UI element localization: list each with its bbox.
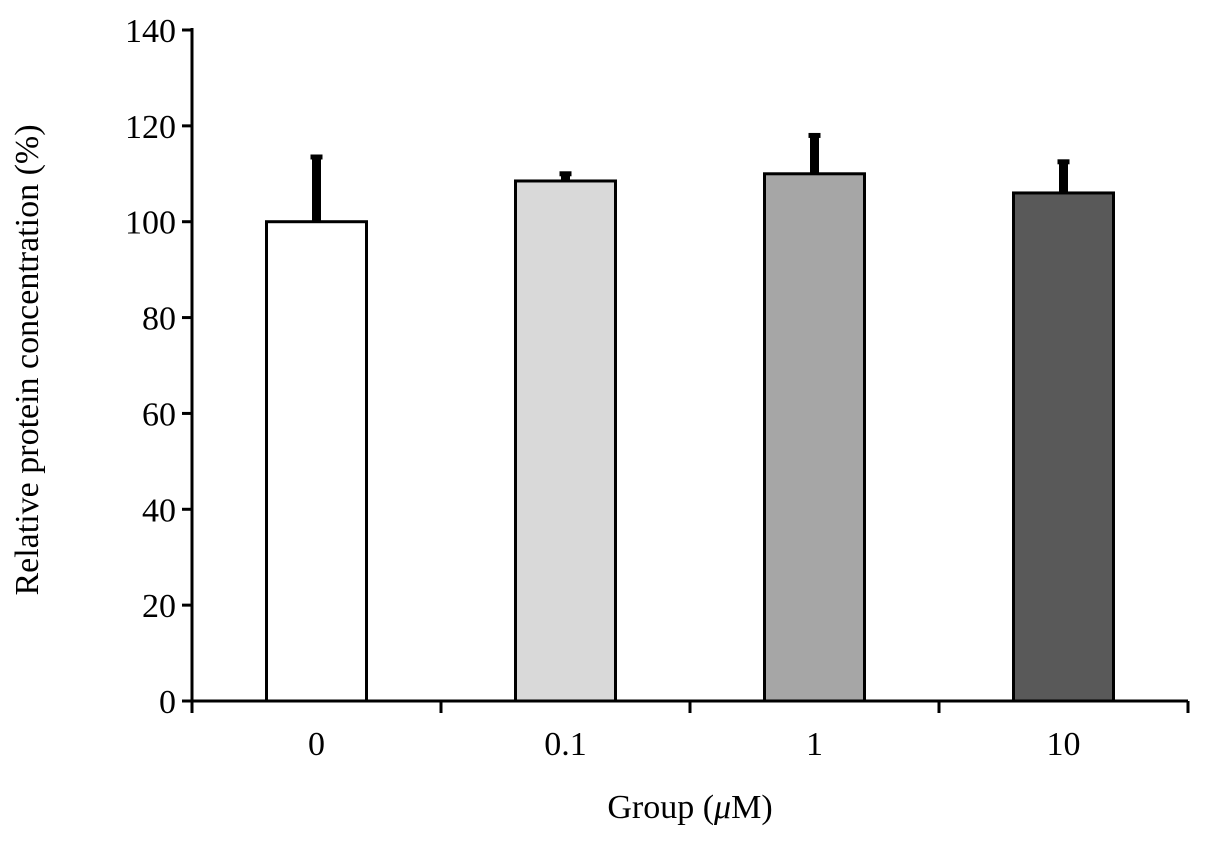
bar [1012, 191, 1115, 703]
y-tick-label: 40 [142, 492, 176, 529]
bar [265, 220, 368, 703]
x-tick-label: 10 [1047, 726, 1081, 763]
y-tick-label: 0 [159, 684, 176, 721]
y-tick-label: 60 [142, 396, 176, 433]
x-tick-label: 0 [308, 726, 325, 763]
x-axis-ticks: 0 0.1 1 10 [190, 701, 1190, 763]
y-tick-label: 140 [125, 13, 176, 50]
bars [265, 172, 1115, 703]
axes [182, 28, 1188, 713]
y-axis-title: Relative protein concentration (%) [9, 124, 46, 595]
y-tick-label: 20 [142, 588, 176, 625]
x-axis-title-suffix: M) [731, 789, 773, 826]
bar [763, 172, 866, 703]
bar [514, 179, 617, 703]
x-tick-label: 1 [806, 726, 823, 763]
y-tick-label: 120 [125, 109, 176, 146]
x-tick-label: 0.1 [544, 726, 587, 763]
y-axis-ticks: 0 20 40 60 80 100 120 140 [125, 13, 192, 721]
error-bars [310, 132, 1070, 222]
y-tick-label: 100 [125, 205, 176, 242]
x-axis-title-mu: μ [713, 789, 731, 826]
x-axis-title: Group (μM) [607, 789, 772, 826]
y-tick-label: 80 [142, 301, 176, 338]
x-axis-title-prefix: Group ( [607, 789, 714, 826]
